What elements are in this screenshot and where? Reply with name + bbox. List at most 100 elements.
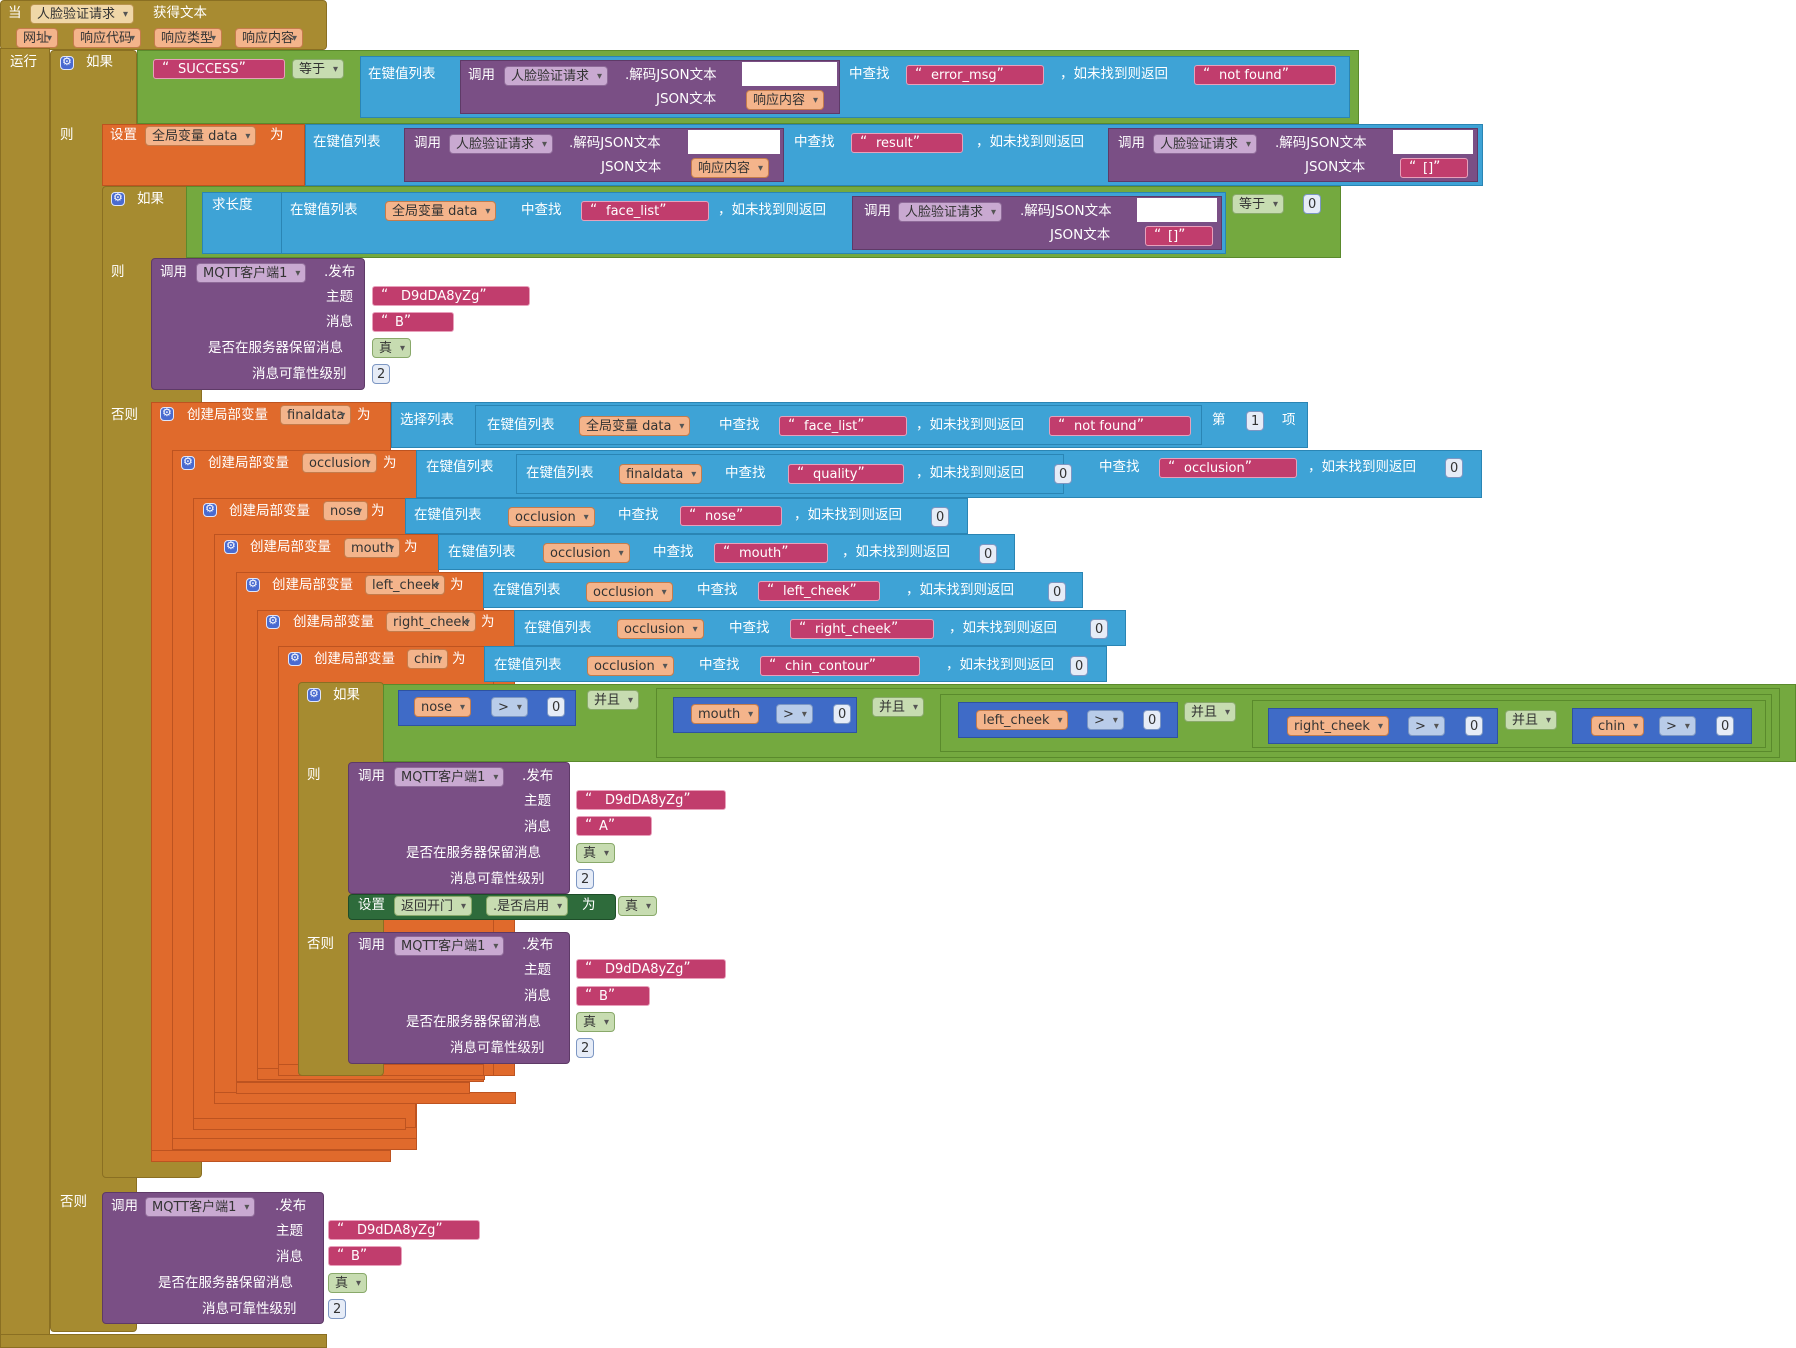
number-zero[interactable]: 0 [1465,716,1484,736]
chin-var[interactable]: chin [407,649,449,669]
web-component-dropdown[interactable]: 人脸验证请求 [898,202,1003,222]
occlusion-getter[interactable]: occlusion [543,543,630,563]
string-not-found[interactable]: “not found” [1049,416,1191,436]
gt-dropdown[interactable]: > [1087,710,1124,730]
string-empty-list[interactable]: “[]” [1145,226,1213,246]
and-dropdown[interactable]: 并且 [1184,702,1237,722]
nose-getter[interactable]: nose [414,697,471,717]
string-msg-b[interactable]: “B” [576,986,650,1006]
global-data-dropdown[interactable]: 全局变量 data [145,126,257,146]
compare-mouth[interactable] [673,697,857,733]
number-two[interactable]: 2 [372,364,391,384]
mouth-getter[interactable]: mouth [691,704,760,724]
local-gear-icon[interactable] [224,539,238,554]
local-gear-icon[interactable] [181,455,195,470]
occlusion-getter[interactable]: occlusion [617,619,704,639]
string-quality[interactable]: “quality” [788,464,904,484]
equals-dropdown[interactable]: 等于 [1232,194,1285,214]
param-url[interactable]: 网址 [16,28,59,48]
face-check-gear-icon[interactable] [307,687,321,702]
occlusion-getter[interactable]: occlusion [508,507,595,527]
string-not-found[interactable]: “not found” [1194,65,1336,85]
get-response-content[interactable]: 响应内容 [691,158,770,178]
string-success[interactable]: “SUCCESS” [153,59,285,79]
number-zero[interactable]: 0 [1070,656,1089,676]
number-zero[interactable]: 0 [833,704,852,724]
right-cheek-var[interactable]: right_cheek [386,612,476,632]
number-two[interactable]: 2 [576,869,595,889]
param-response-code[interactable]: 响应代码 [73,28,142,48]
finaldata-getter[interactable]: finaldata [619,464,703,484]
gt-dropdown[interactable]: > [776,704,813,724]
event-component-dropdown[interactable]: 人脸验证请求 [30,4,135,24]
string-topic[interactable]: “D9dDA8yZg” [328,1220,480,1240]
mqtt-component-dropdown[interactable]: MQTT客户端1 [394,767,505,787]
web-component-dropdown[interactable]: 人脸验证请求 [449,134,554,154]
string-msg-b[interactable]: “B” [372,312,454,332]
number-zero[interactable]: 0 [1143,710,1162,730]
outer-if-gear-icon[interactable] [60,55,74,70]
number-zero[interactable]: 0 [931,507,950,527]
inner-if-gear-icon[interactable] [111,191,125,206]
number-zero[interactable]: 0 [1303,194,1322,214]
number-zero[interactable]: 0 [1048,582,1067,602]
enabled-property-dropdown[interactable]: .是否启用 [486,896,569,916]
number-zero[interactable]: 0 [979,544,998,564]
gt-dropdown[interactable]: > [1408,716,1445,736]
string-topic[interactable]: “D9dDA8yZg” [576,959,726,979]
number-two[interactable]: 2 [328,1299,347,1319]
true-dropdown[interactable]: 真 [576,1012,616,1032]
number-zero[interactable]: 0 [547,697,566,717]
set-door-enabled-block[interactable] [348,894,616,920]
string-msg-b[interactable]: “B” [328,1246,402,1266]
string-msg-a[interactable]: “A” [576,816,652,836]
string-result[interactable]: “result” [851,133,963,153]
local-gear-icon[interactable] [246,577,260,592]
number-zero[interactable]: 0 [1054,464,1073,484]
local-gear-icon[interactable] [203,502,217,517]
nose-var[interactable]: nose [323,501,368,521]
mouth-var[interactable]: mouth [344,538,401,558]
number-zero[interactable]: 0 [1445,458,1464,478]
mqtt-component-dropdown[interactable]: MQTT客户端1 [145,1197,256,1217]
equals-dropdown[interactable]: 等于 [292,59,345,79]
web-component-dropdown[interactable]: 人脸验证请求 [504,66,609,86]
local-gear-icon[interactable] [266,614,280,629]
true-dropdown[interactable]: 真 [328,1273,368,1293]
global-data-dropdown[interactable]: 全局变量 data [385,201,497,221]
string-mouth[interactable]: “mouth” [714,543,828,563]
and-dropdown[interactable]: 并且 [1505,710,1558,730]
local-gear-icon[interactable] [288,651,302,666]
web-component-dropdown[interactable]: 人脸验证请求 [1153,134,1258,154]
left-cheek-getter[interactable]: left_cheek [976,710,1069,730]
string-occlusion[interactable]: “occlusion” [1159,458,1297,478]
occlusion-var[interactable]: occlusion [302,453,377,473]
number-zero[interactable]: 0 [1090,619,1109,639]
string-face-list[interactable]: “face_list” [581,201,709,221]
mqtt-component-dropdown[interactable]: MQTT客户端1 [196,263,307,283]
left-cheek-var[interactable]: left_cheek [365,575,446,595]
true-dropdown[interactable]: 真 [372,338,412,358]
string-chin-contour[interactable]: “chin_contour” [760,656,920,676]
string-face-list[interactable]: “face_list” [779,416,907,436]
number-one[interactable]: 1 [1246,411,1265,431]
string-topic[interactable]: “D9dDA8yZg” [576,790,726,810]
true-dropdown[interactable]: 真 [576,843,616,863]
string-left-cheek[interactable]: “left_cheek” [758,581,880,601]
param-response-content[interactable]: 响应内容 [235,28,304,48]
mqtt-component-dropdown[interactable]: MQTT客户端1 [394,936,505,956]
true-dropdown[interactable]: 真 [618,896,658,916]
local-gear-icon[interactable] [160,406,174,421]
gt-dropdown[interactable]: > [491,697,528,717]
get-response-content[interactable]: 响应内容 [746,90,825,110]
right-cheek-getter[interactable]: right_cheek [1287,716,1389,736]
chin-getter[interactable]: chin [1591,716,1645,736]
occlusion-getter[interactable]: occlusion [586,582,673,602]
number-zero[interactable]: 0 [1716,716,1735,736]
string-error-msg[interactable]: “error_msg” [906,65,1044,85]
number-two[interactable]: 2 [576,1038,595,1058]
string-nose[interactable]: “nose” [680,506,782,526]
finaldata-var[interactable]: finaldata [280,405,352,425]
gt-dropdown[interactable]: > [1659,716,1696,736]
and-dropdown[interactable]: 并且 [872,697,925,717]
